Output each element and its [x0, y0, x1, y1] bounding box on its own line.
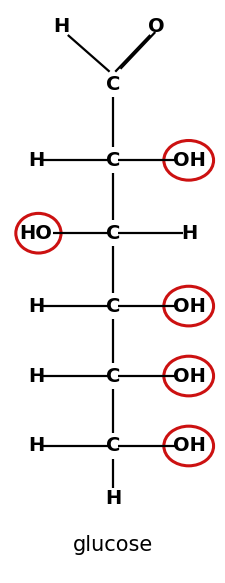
Text: HO: HO — [20, 224, 52, 243]
Text: C: C — [105, 367, 120, 385]
Text: H: H — [28, 297, 44, 315]
Text: OH: OH — [173, 297, 205, 315]
Text: C: C — [105, 75, 120, 94]
Text: H: H — [104, 489, 121, 508]
Text: C: C — [105, 151, 120, 170]
Text: OH: OH — [173, 367, 205, 385]
Text: OH: OH — [173, 437, 205, 455]
Text: glucose: glucose — [72, 535, 153, 555]
Text: C: C — [105, 437, 120, 455]
Text: H: H — [53, 17, 69, 36]
Text: H: H — [181, 224, 197, 243]
Text: C: C — [105, 297, 120, 315]
Text: H: H — [28, 437, 44, 455]
Text: H: H — [28, 367, 44, 385]
Text: OH: OH — [173, 151, 205, 170]
Text: O: O — [147, 17, 164, 36]
Text: C: C — [105, 224, 120, 243]
Text: H: H — [28, 151, 44, 170]
